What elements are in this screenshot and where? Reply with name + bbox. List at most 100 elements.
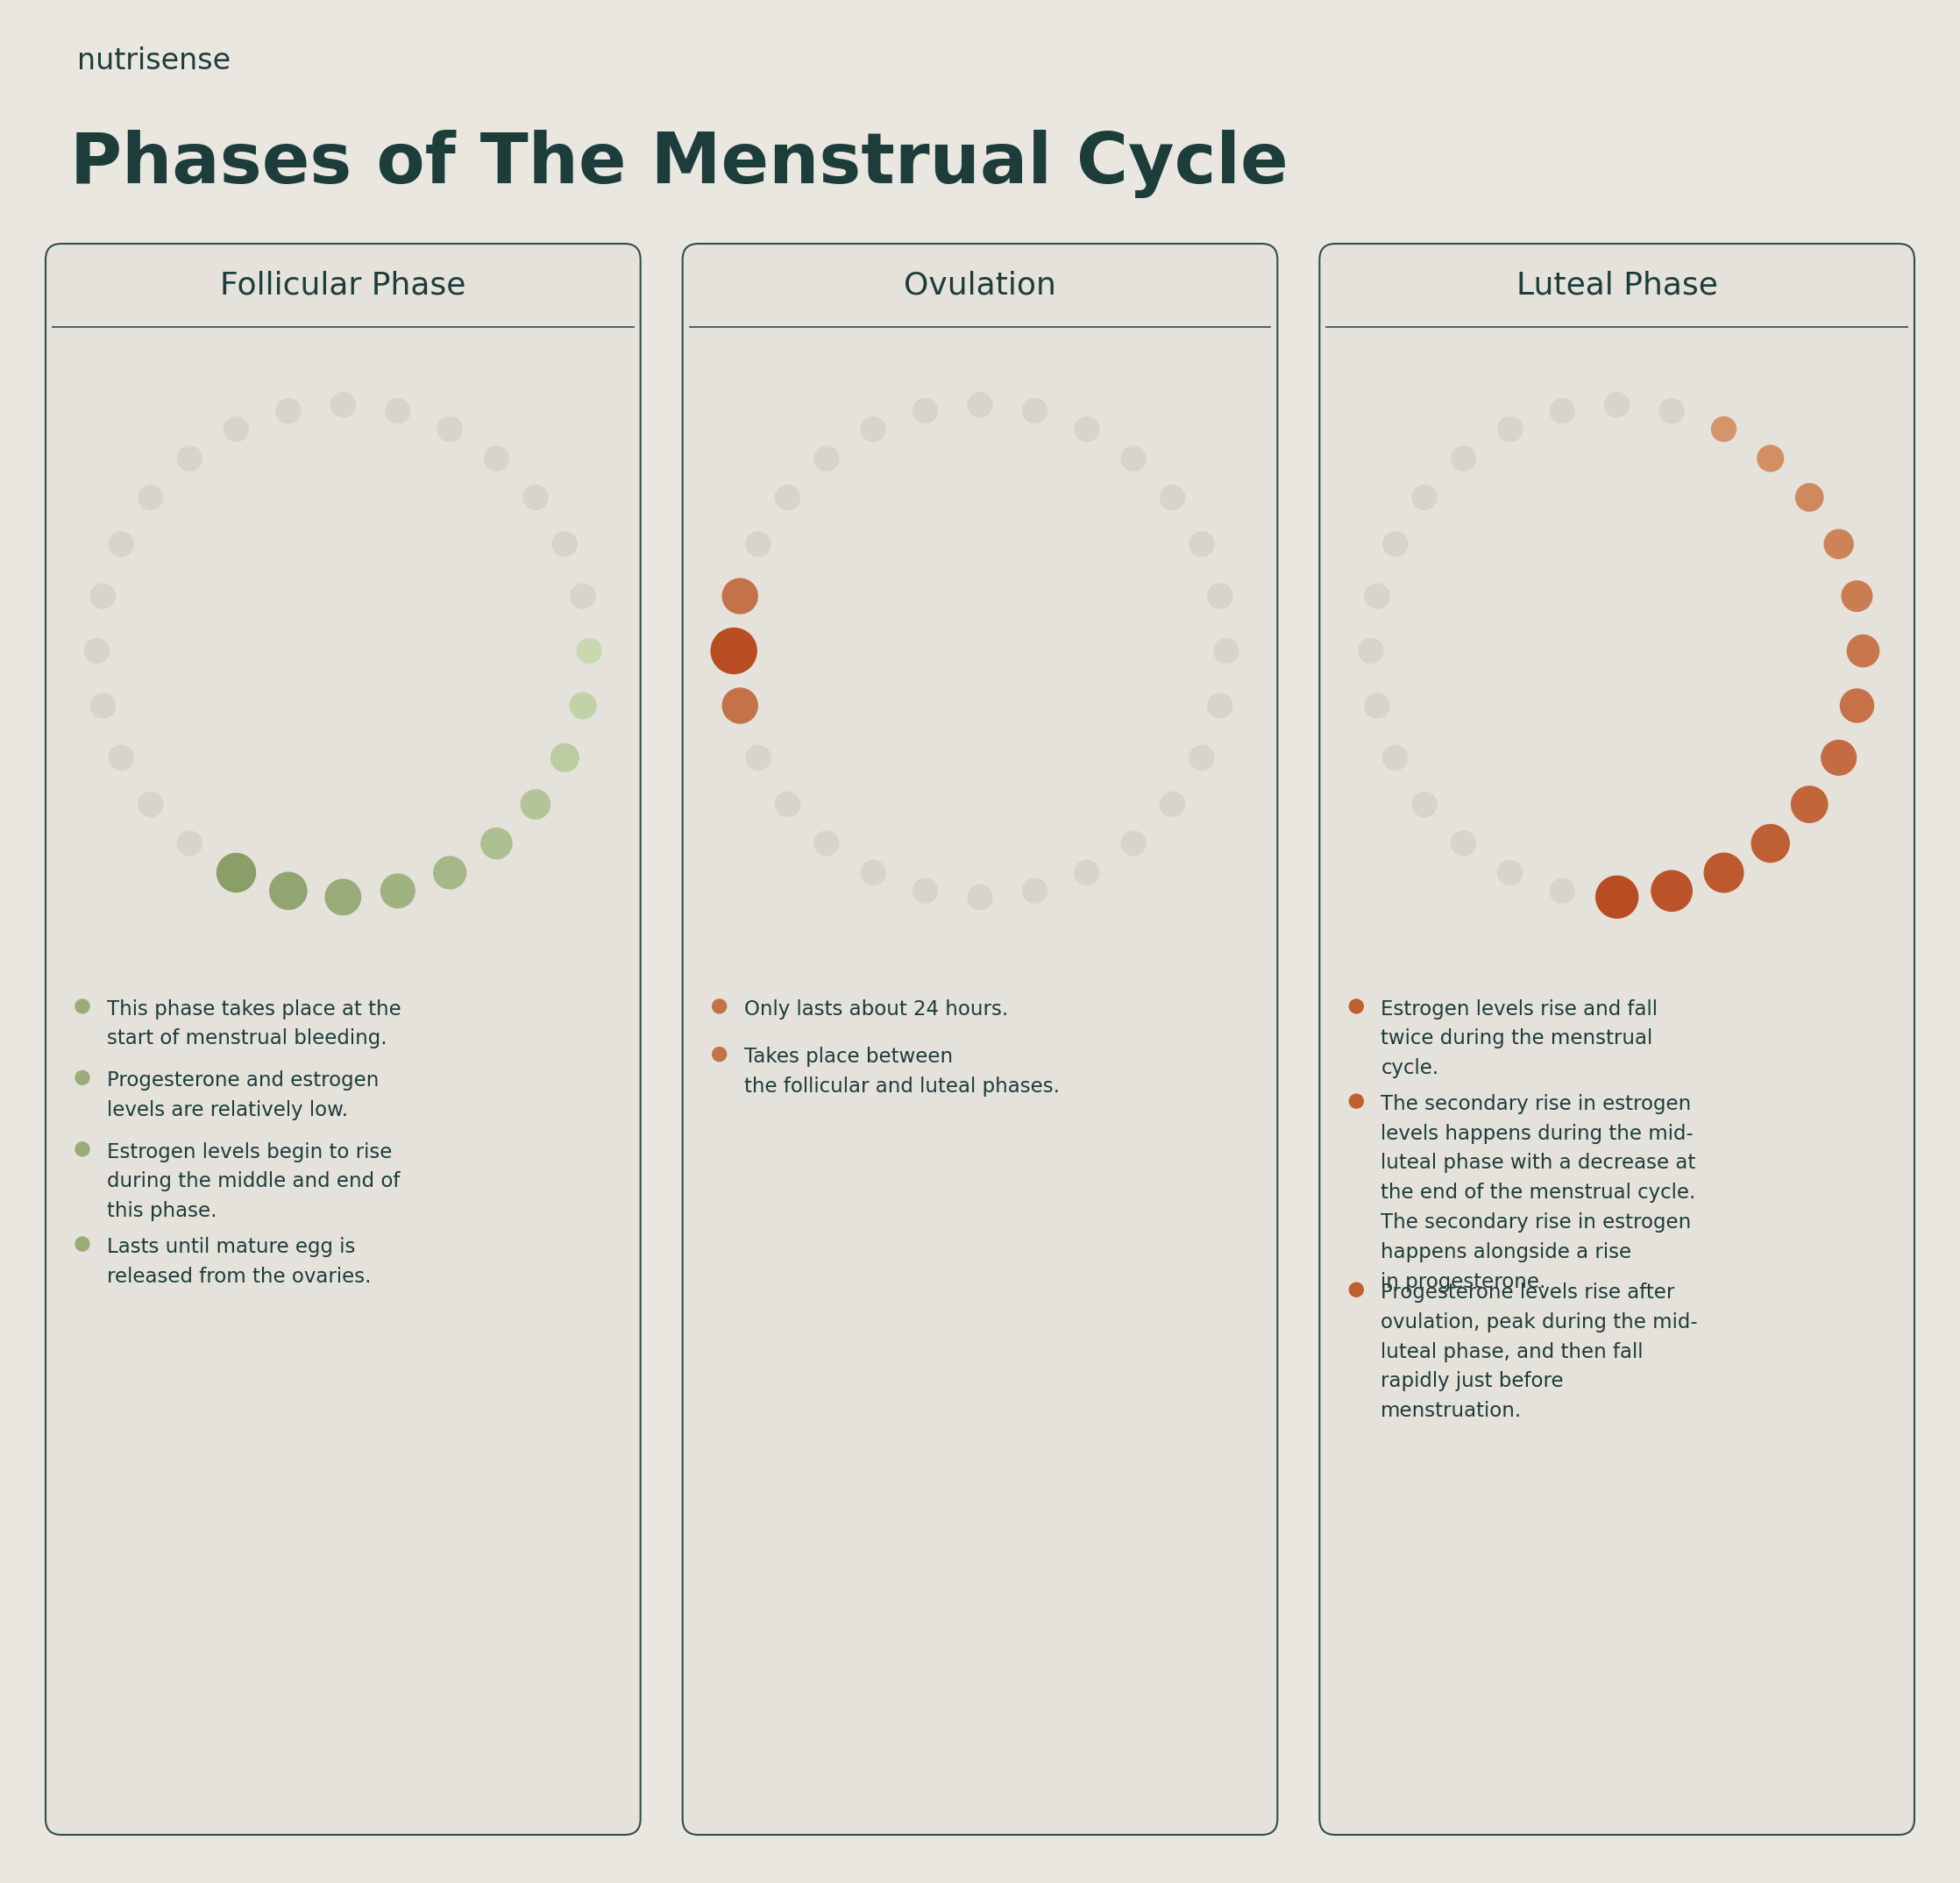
- Circle shape: [74, 1000, 90, 1013]
- Circle shape: [176, 830, 202, 855]
- Circle shape: [1791, 787, 1827, 823]
- Circle shape: [74, 1237, 90, 1250]
- Circle shape: [270, 872, 308, 909]
- Circle shape: [1160, 793, 1184, 817]
- Circle shape: [1190, 746, 1213, 770]
- Circle shape: [1711, 416, 1737, 441]
- Circle shape: [223, 416, 249, 441]
- Circle shape: [711, 1047, 727, 1062]
- Text: Takes place between
the follicular and luteal phases.: Takes place between the follicular and l…: [745, 1047, 1060, 1096]
- Circle shape: [90, 693, 116, 717]
- Circle shape: [331, 392, 355, 416]
- Circle shape: [813, 830, 839, 855]
- Circle shape: [1348, 1282, 1364, 1297]
- Circle shape: [576, 638, 602, 663]
- Circle shape: [1821, 740, 1856, 776]
- Circle shape: [776, 486, 800, 510]
- Circle shape: [1758, 446, 1784, 471]
- Circle shape: [1795, 484, 1823, 510]
- Circle shape: [813, 446, 839, 471]
- Circle shape: [723, 578, 759, 614]
- Circle shape: [1413, 486, 1437, 510]
- Text: Follicular Phase: Follicular Phase: [220, 271, 466, 299]
- Circle shape: [968, 885, 992, 909]
- Circle shape: [176, 446, 202, 471]
- Circle shape: [437, 416, 463, 441]
- Circle shape: [480, 829, 512, 859]
- Circle shape: [110, 746, 133, 770]
- Circle shape: [860, 416, 886, 441]
- Text: Estrogen levels rise and fall
twice during the menstrual
cycle.: Estrogen levels rise and fall twice duri…: [1382, 1000, 1658, 1079]
- Circle shape: [90, 584, 116, 608]
- Text: Lasts until mature egg is
released from the ovaries.: Lasts until mature egg is released from …: [108, 1237, 370, 1286]
- Circle shape: [747, 531, 770, 555]
- Circle shape: [1384, 531, 1407, 555]
- Circle shape: [139, 793, 163, 817]
- Text: Phases of The Menstrual Cycle: Phases of The Menstrual Cycle: [71, 130, 1288, 198]
- Circle shape: [1358, 638, 1384, 663]
- Circle shape: [74, 1143, 90, 1156]
- Text: This phase takes place at the
start of menstrual bleeding.: This phase takes place at the start of m…: [108, 1000, 402, 1049]
- Circle shape: [1121, 830, 1147, 855]
- Circle shape: [276, 399, 300, 424]
- Circle shape: [1207, 584, 1233, 608]
- Circle shape: [84, 638, 110, 663]
- Circle shape: [1413, 793, 1437, 817]
- Text: Progesterone and estrogen
levels are relatively low.: Progesterone and estrogen levels are rel…: [108, 1070, 378, 1120]
- Circle shape: [74, 1071, 90, 1085]
- Circle shape: [1550, 399, 1574, 424]
- Circle shape: [1703, 853, 1742, 893]
- Circle shape: [913, 399, 937, 424]
- Circle shape: [1160, 486, 1184, 510]
- Circle shape: [1364, 693, 1390, 717]
- Circle shape: [913, 879, 937, 904]
- Circle shape: [110, 531, 133, 555]
- Circle shape: [386, 399, 410, 424]
- Circle shape: [1023, 879, 1047, 904]
- Circle shape: [1348, 1000, 1364, 1013]
- Circle shape: [1450, 830, 1476, 855]
- Circle shape: [1121, 446, 1147, 471]
- Circle shape: [1846, 635, 1880, 667]
- Circle shape: [747, 746, 770, 770]
- Circle shape: [1660, 399, 1684, 424]
- Circle shape: [523, 486, 547, 510]
- Text: nutrisense: nutrisense: [76, 47, 231, 75]
- Text: Ovulation: Ovulation: [904, 271, 1056, 299]
- Circle shape: [860, 861, 886, 885]
- Circle shape: [1207, 693, 1233, 717]
- Circle shape: [1074, 861, 1100, 885]
- Circle shape: [570, 693, 596, 719]
- Circle shape: [1450, 446, 1476, 471]
- Circle shape: [1497, 861, 1523, 885]
- Text: Luteal Phase: Luteal Phase: [1517, 271, 1717, 299]
- Circle shape: [380, 874, 416, 908]
- Circle shape: [1190, 531, 1213, 555]
- Circle shape: [1364, 584, 1390, 608]
- Circle shape: [1384, 746, 1407, 770]
- Circle shape: [1550, 879, 1574, 904]
- Circle shape: [1842, 582, 1872, 612]
- Circle shape: [521, 789, 551, 819]
- Circle shape: [218, 853, 255, 893]
- Circle shape: [484, 446, 510, 471]
- Circle shape: [1023, 399, 1047, 424]
- Circle shape: [1652, 870, 1691, 911]
- FancyBboxPatch shape: [1319, 243, 1915, 1834]
- Circle shape: [551, 744, 578, 772]
- Circle shape: [1605, 392, 1629, 416]
- Circle shape: [711, 1000, 727, 1013]
- Circle shape: [433, 857, 466, 889]
- Circle shape: [553, 531, 576, 555]
- Circle shape: [711, 629, 757, 674]
- Circle shape: [1348, 1094, 1364, 1109]
- Circle shape: [968, 392, 992, 416]
- Circle shape: [1074, 416, 1100, 441]
- Circle shape: [776, 793, 800, 817]
- Circle shape: [1840, 689, 1874, 723]
- Circle shape: [1825, 529, 1854, 559]
- Circle shape: [325, 879, 361, 915]
- Text: Estrogen levels begin to rise
during the middle and end of
this phase.: Estrogen levels begin to rise during the…: [108, 1141, 400, 1222]
- Circle shape: [1752, 825, 1789, 862]
- Circle shape: [1595, 876, 1639, 919]
